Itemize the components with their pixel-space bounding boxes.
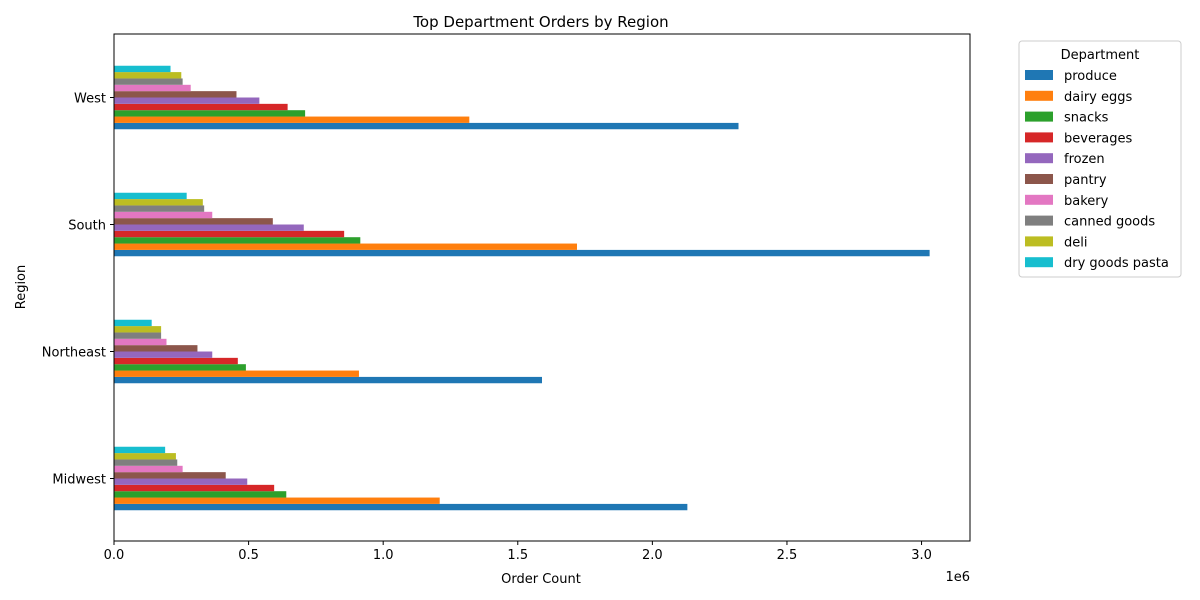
bar-bakery-west <box>114 84 191 92</box>
bar-canned-goods-west <box>114 78 183 85</box>
legend-label: canned goods <box>1064 215 1155 230</box>
legend-label: bakery <box>1064 194 1109 209</box>
legend-swatch <box>1025 90 1053 101</box>
bar-pantry-midwest <box>114 472 226 479</box>
y-axis-label: Region <box>14 265 29 310</box>
bar-dry-goods-pasta-south <box>114 192 187 200</box>
bar-dairy-eggs-south <box>114 243 577 250</box>
bar-beverages-west <box>114 103 288 111</box>
legend-swatch <box>1025 215 1053 226</box>
bar-frozen-west <box>114 97 260 104</box>
bar-deli-west <box>114 72 182 79</box>
x-tick-label: 0.5 <box>238 548 259 563</box>
bar-dairy-eggs-northeast <box>114 370 359 377</box>
bars-group <box>114 65 930 511</box>
legend-label: produce <box>1064 69 1117 84</box>
legend: Department produce dairy eggs snacks bevera… <box>1018 40 1182 278</box>
bar-beverages-south <box>114 230 345 238</box>
bar-produce-south <box>114 249 930 257</box>
legend-label: snacks <box>1064 111 1109 126</box>
bar-bakery-northeast <box>114 338 167 346</box>
bar-produce-west <box>114 122 739 130</box>
bar-canned-goods-midwest <box>114 459 178 466</box>
legend-swatch <box>1025 257 1053 268</box>
bar-produce-northeast <box>114 376 542 384</box>
bar-deli-south <box>114 199 203 206</box>
legend-label: deli <box>1064 235 1087 250</box>
legend-frame <box>1018 40 1182 278</box>
legend-swatch <box>1025 236 1053 247</box>
bar-dry-goods-pasta-west <box>114 65 171 73</box>
bar-pantry-west <box>114 91 237 98</box>
x-tick-label: 2.0 <box>642 548 663 563</box>
x-tick-label: 1.5 <box>507 548 528 563</box>
bar-deli-midwest <box>114 453 176 460</box>
bar-bakery-south <box>114 211 213 219</box>
legend-title: Department <box>1061 48 1140 63</box>
x-tick-label: 1.0 <box>373 548 394 563</box>
bar-snacks-northeast <box>114 364 246 371</box>
y-tick-label: Northeast <box>42 346 106 361</box>
x-tick-label: 3.0 <box>911 548 932 563</box>
legend-swatch <box>1025 194 1053 205</box>
y-tick-label: West <box>74 92 106 107</box>
bar-pantry-northeast <box>114 345 198 352</box>
plot-frame <box>113 33 971 542</box>
bar-frozen-south <box>114 224 304 231</box>
legend-label: pantry <box>1064 173 1107 188</box>
bar-snacks-west <box>114 110 306 117</box>
x-axis-scale-label: 1e6 <box>945 570 970 585</box>
bar-frozen-northeast <box>114 351 213 358</box>
bar-snacks-south <box>114 237 361 244</box>
bar-snacks-midwest <box>114 491 287 498</box>
y-axis-ticks: Midwest Northeast South West <box>42 92 114 488</box>
legend-swatch <box>1025 132 1053 143</box>
x-axis-ticks: 0.0 0.5 1.0 1.5 2.0 2.5 3.0 <box>104 541 932 563</box>
bar-canned-goods-northeast <box>114 332 162 339</box>
y-tick-label: Midwest <box>52 473 106 488</box>
bar-beverages-midwest <box>114 484 275 492</box>
bar-dairy-eggs-west <box>114 116 470 123</box>
bar-bakery-midwest <box>114 465 183 473</box>
bar-beverages-northeast <box>114 357 238 365</box>
legend-swatch <box>1025 174 1053 184</box>
chart-title: Top Department Orders by Region <box>412 13 668 31</box>
bar-frozen-midwest <box>114 478 248 485</box>
bar-deli-northeast <box>114 326 162 333</box>
legend-label: dry goods pasta <box>1064 256 1169 271</box>
bar-pantry-south <box>114 218 273 225</box>
x-tick-label: 0.0 <box>104 548 125 563</box>
x-tick-label: 2.5 <box>777 548 798 563</box>
legend-swatch <box>1025 153 1053 164</box>
legend-label: dairy eggs <box>1064 90 1133 105</box>
y-tick-label: South <box>68 219 106 234</box>
legend-swatch <box>1025 111 1053 122</box>
bar-produce-midwest <box>114 503 688 511</box>
bar-dry-goods-pasta-midwest <box>114 446 166 454</box>
legend-label: frozen <box>1064 152 1105 167</box>
bar-dry-goods-pasta-northeast <box>114 319 152 327</box>
bar-canned-goods-south <box>114 205 205 212</box>
legend-swatch <box>1025 70 1053 80</box>
bar-dairy-eggs-midwest <box>114 497 440 504</box>
legend-label: beverages <box>1064 131 1133 146</box>
x-axis-label: Order Count <box>501 572 581 587</box>
